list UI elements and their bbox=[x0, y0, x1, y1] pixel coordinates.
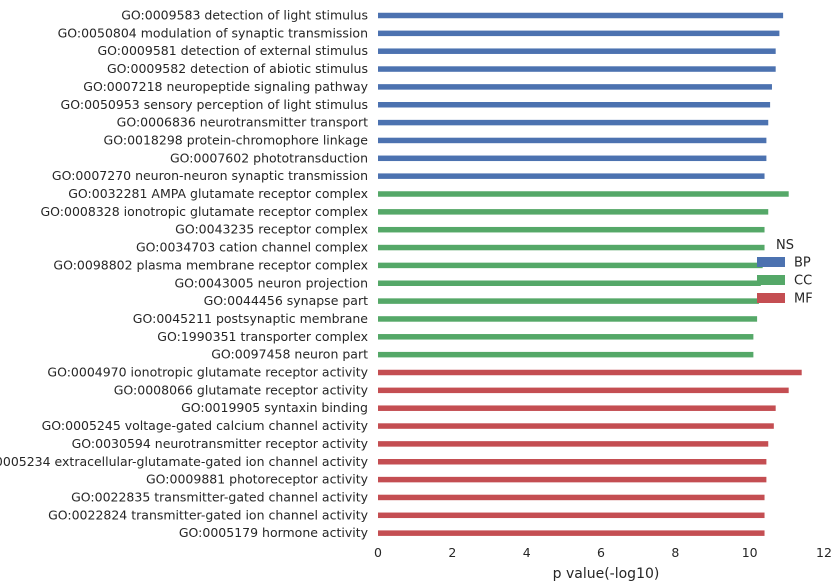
category-label: GO:0007218 neuropeptide signaling pathwa… bbox=[83, 79, 368, 94]
category-label: GO:0032281 AMPA glutamate receptor compl… bbox=[68, 186, 368, 201]
category-label: GO:1990351 transporter complex bbox=[157, 329, 368, 344]
bar-bp-5 bbox=[378, 102, 771, 108]
bar-cc-8 bbox=[378, 334, 754, 340]
legend-label-cc: CC bbox=[794, 274, 812, 289]
category-labels-group: GO:0009583 detection of light stimulus GO… bbox=[0, 8, 369, 541]
bar-mf-2 bbox=[378, 405, 776, 411]
legend-swatch-bp bbox=[757, 257, 785, 267]
x-tick-label: 12 bbox=[816, 545, 832, 560]
category-label: GO:0043235 receptor complex bbox=[175, 222, 368, 237]
bar-mf-9 bbox=[378, 530, 765, 536]
x-tick-label: 4 bbox=[523, 545, 531, 560]
bar-bp-3 bbox=[378, 66, 776, 72]
bar-bp-8 bbox=[378, 155, 767, 162]
category-label: GO:0034703 cation channel complex bbox=[136, 240, 368, 255]
bar-cc-4 bbox=[378, 262, 763, 269]
bar-bp-0 bbox=[378, 12, 784, 19]
category-label: GO:0009881 photoreceptor activity bbox=[146, 472, 369, 487]
legend: NS BP CC MF bbox=[757, 238, 813, 307]
category-label: GO:0009581 detection of external stimulu… bbox=[98, 43, 369, 58]
category-label: GO:0007602 phototransduction bbox=[170, 150, 368, 165]
bar-mf-6 bbox=[378, 476, 767, 483]
category-label: GO:0043005 neuron projection bbox=[174, 275, 368, 290]
bar-mf-3 bbox=[378, 423, 774, 429]
legend-swatch-cc bbox=[757, 275, 785, 285]
bar-cc-5 bbox=[378, 280, 761, 286]
x-tick-label: 2 bbox=[448, 545, 456, 560]
category-label: GO:0004970 ionotropic glutamate receptor… bbox=[47, 365, 368, 380]
x-tick-label: 0 bbox=[374, 545, 382, 560]
category-label: GO:0044456 synapse part bbox=[204, 293, 368, 308]
legend-swatch-mf bbox=[757, 293, 785, 303]
bar-cc-1 bbox=[378, 209, 769, 215]
bar-mf-1 bbox=[378, 387, 789, 394]
bar-bp-1 bbox=[378, 30, 780, 37]
bar-mf-7 bbox=[378, 494, 765, 501]
x-axis-title: p value(-log10) bbox=[553, 566, 660, 582]
bar-mf-4 bbox=[378, 441, 769, 447]
category-label: GO:0030594 neurotransmitter receptor act… bbox=[72, 436, 369, 451]
category-label: GO:0006836 neurotransmitter transport bbox=[117, 115, 368, 130]
category-label: GO:0009583 detection of light stimulus bbox=[121, 8, 368, 23]
bar-bp-6 bbox=[378, 119, 769, 126]
x-tick-label: 8 bbox=[671, 545, 679, 560]
bar-cc-7 bbox=[378, 316, 758, 322]
category-label: GO:0005234 extracellular-glutamate-gated… bbox=[0, 454, 369, 469]
legend-title: NS bbox=[776, 238, 794, 253]
x-tick-labels-group: 0 2 4 6 8 10 12 bbox=[374, 545, 832, 560]
bar-bp-7 bbox=[378, 137, 767, 144]
category-label: GO:0022835 transmitter-gated channel act… bbox=[71, 489, 368, 504]
category-label: GO:0018298 protein-chromophore linkage bbox=[104, 132, 369, 147]
category-label: GO:0008066 glutamate receptor activity bbox=[114, 382, 369, 397]
category-label: GO:0022824 transmitter-gated ion channel… bbox=[48, 507, 369, 522]
category-label: GO:0005245 voltage-gated calcium channel… bbox=[42, 418, 369, 433]
bars-group bbox=[378, 12, 802, 536]
category-label: GO:0009582 detection of abiotic stimulus bbox=[107, 61, 368, 76]
category-label: GO:0050953 sensory perception of light s… bbox=[61, 97, 368, 112]
bar-bp-2 bbox=[378, 48, 776, 54]
category-label: GO:0045211 postsynaptic membrane bbox=[133, 311, 369, 326]
bar-mf-0 bbox=[378, 369, 802, 376]
category-label: GO:0008328 ionotropic glutamate receptor… bbox=[41, 204, 369, 219]
x-tick-label: 10 bbox=[742, 545, 758, 560]
bar-cc-2 bbox=[378, 226, 765, 233]
bar-mf-8 bbox=[378, 512, 765, 519]
category-label: GO:0050804 modulation of synaptic transm… bbox=[58, 25, 368, 40]
legend-label-mf: MF bbox=[794, 292, 813, 307]
bar-bp-9 bbox=[378, 173, 765, 179]
bar-bp-4 bbox=[378, 84, 772, 90]
category-label: GO:0098802 plasma membrane receptor comp… bbox=[53, 257, 368, 272]
bar-cc-9 bbox=[378, 351, 754, 358]
category-label: GO:0097458 neuron part bbox=[211, 347, 368, 362]
bar-cc-3 bbox=[378, 244, 765, 251]
bar-mf-5 bbox=[378, 459, 767, 465]
bar-cc-0 bbox=[378, 191, 789, 197]
legend-label-bp: BP bbox=[794, 256, 811, 271]
bar-cc-6 bbox=[378, 298, 759, 304]
category-label: GO:0005179 hormone activity bbox=[179, 525, 369, 540]
x-tick-label: 6 bbox=[597, 545, 605, 560]
category-label: GO:0007270 neuron-neuron synaptic transm… bbox=[52, 168, 368, 183]
category-label: GO:0019905 syntaxin binding bbox=[181, 400, 368, 415]
